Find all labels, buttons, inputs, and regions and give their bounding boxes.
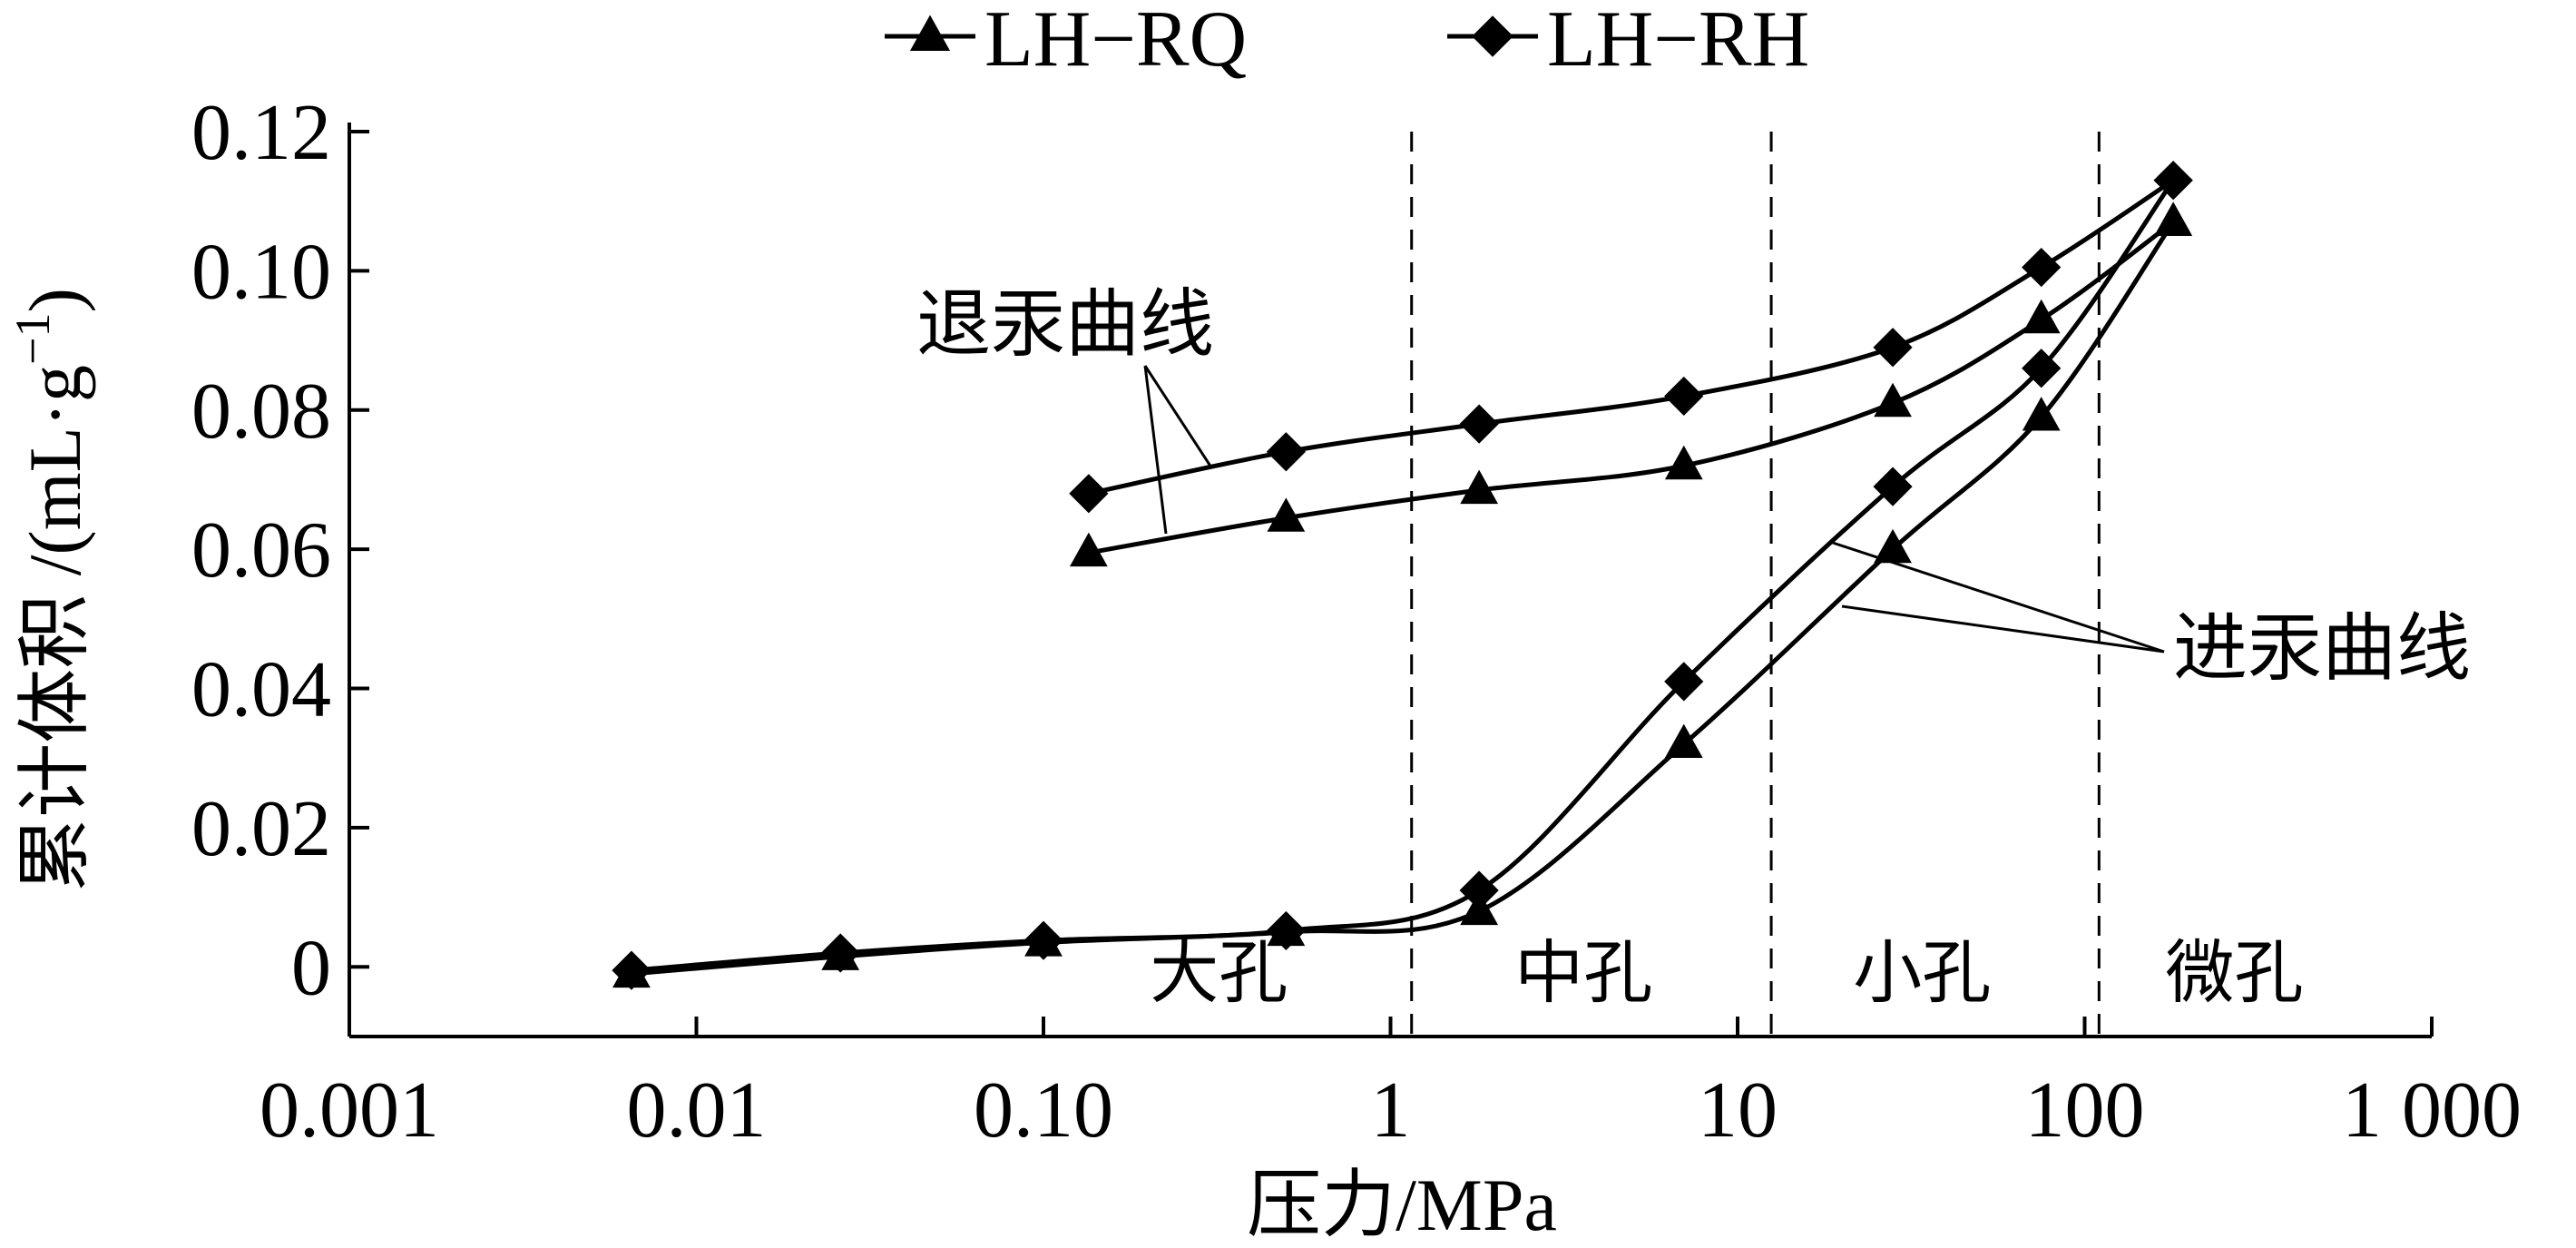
legend-item: LH−RQ <box>885 0 1247 84</box>
region-label: 小孔 <box>1853 936 1991 1012</box>
legend-marker <box>909 15 951 51</box>
extrusion-point <box>2154 201 2193 236</box>
intrusion-point <box>1266 910 1306 951</box>
intrusion-point <box>820 933 860 973</box>
y-axis-title-main: 累计体积 /(mL·g <box>14 365 96 892</box>
x-tick-label: 0.001 <box>260 1066 439 1155</box>
y-axis: 0 0.02 0.04 0.06 0.08 0.10 0.12 <box>191 89 369 1037</box>
intrusion-point <box>1664 662 1704 702</box>
intrusion-leader <box>1841 604 2165 653</box>
extrusion-curve <box>1088 220 2175 555</box>
extrusion-point <box>1267 497 1306 532</box>
x-axis-title: 压力/MPa <box>1247 1164 1557 1246</box>
y-axis-title-sup: −1 <box>5 313 60 365</box>
extrusion-annotation: 退汞曲线 <box>916 283 1214 366</box>
intrusion-point <box>1874 528 1912 564</box>
y-axis-title-close: ) <box>14 288 96 312</box>
intrusion-point <box>1459 870 1499 910</box>
extrusion-point <box>1664 376 1704 417</box>
series-layer <box>612 161 2193 990</box>
legend-label: LH−RQ <box>984 0 1247 84</box>
extrusion-point <box>2153 161 2193 201</box>
intrusion-curve <box>631 221 2176 977</box>
x-tick-label: 1 <box>1371 1066 1411 1155</box>
x-tick-label: 0.10 <box>974 1066 1113 1155</box>
intrusion-curve <box>631 179 2176 973</box>
y-tick-label: 0.12 <box>191 89 331 177</box>
extrusion-leader <box>1143 365 1213 468</box>
intrusion-point <box>1664 723 1703 759</box>
x-tick-label: 1 000 <box>2342 1066 2522 1155</box>
region-label: 微孔 <box>2165 936 2303 1012</box>
y-tick-label: 0.08 <box>191 368 331 456</box>
intrusion-point <box>2022 397 2061 431</box>
intrusion-point <box>612 950 651 990</box>
intrusion-annotation: 进汞曲线 <box>2173 607 2471 690</box>
y-axis-title: 累计体积 /(mL·g−1) <box>5 288 96 892</box>
legend-label: LH−RH <box>1547 0 1809 84</box>
x-tick-label: 100 <box>2025 1066 2145 1155</box>
intrusion-point <box>1873 467 1913 506</box>
region-label: 大孔 <box>1150 936 1288 1012</box>
y-tick-label: 0 <box>291 924 331 1012</box>
region-labels: 大孔 中孔 小孔 微孔 <box>1150 936 2303 1012</box>
extrusion-point <box>1069 474 1109 514</box>
y-tick-label: 0.04 <box>191 646 331 734</box>
x-tick-label: 0.01 <box>627 1066 767 1155</box>
x-tick-label: 10 <box>1698 1066 1778 1155</box>
legend: LH−RQ LH−RH <box>885 0 1809 84</box>
extrusion-point <box>1874 382 1912 418</box>
intrusion-point <box>1024 920 1063 960</box>
y-tick-label: 0.10 <box>191 228 331 316</box>
legend-marker <box>1472 15 1513 57</box>
extrusion-point <box>1069 532 1108 567</box>
legend-item: LH−RH <box>1447 0 1809 84</box>
extrusion-point <box>2022 247 2062 288</box>
y-tick-label: 0.02 <box>191 785 331 873</box>
extrusion-point <box>1459 404 1499 444</box>
extrusion-point <box>2022 299 2061 334</box>
y-tick-label: 0.06 <box>191 506 331 595</box>
intrusion-point <box>2022 349 2062 388</box>
extrusion-point <box>1460 469 1499 505</box>
extrusion-leader <box>1143 365 1168 535</box>
region-dividers <box>1410 132 2101 1037</box>
region-label: 中孔 <box>1514 936 1652 1012</box>
series-diamond <box>612 161 2193 990</box>
extrusion-point <box>1873 328 1913 368</box>
intrusion-leader <box>1832 541 2165 653</box>
extrusion-point <box>1266 432 1306 472</box>
extrusion-point <box>1664 445 1703 480</box>
x-axis: 0.001 0.01 0.10 1 10 100 1 000 <box>260 1017 2522 1155</box>
